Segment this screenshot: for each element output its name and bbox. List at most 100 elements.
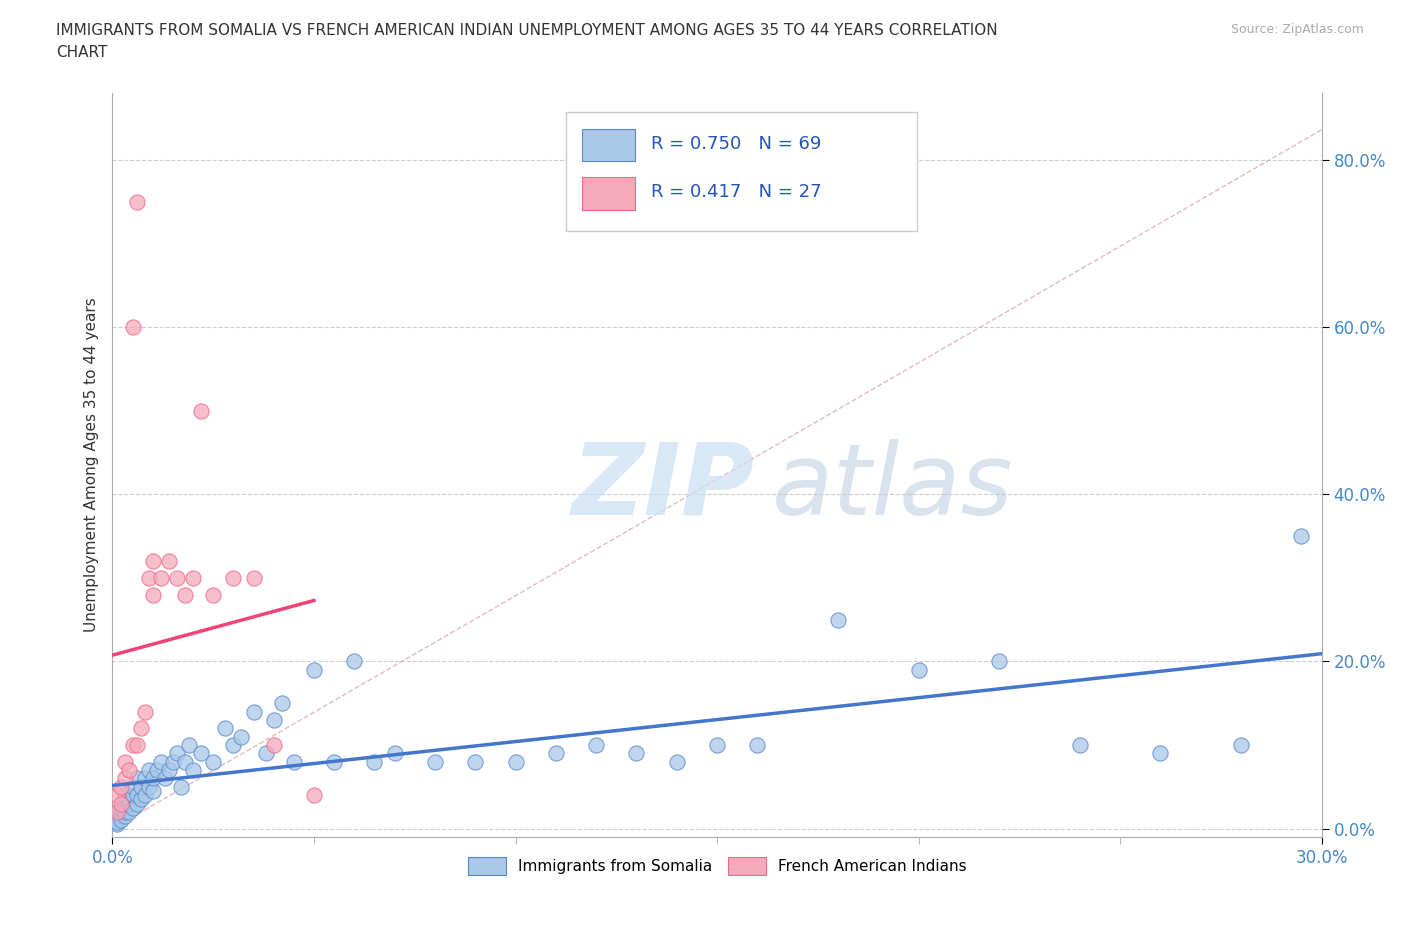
Point xyxy=(110,809,132,824)
Point xyxy=(114,796,136,811)
Text: R = 0.417   N = 27: R = 0.417 N = 27 xyxy=(651,183,821,201)
Point xyxy=(117,796,139,811)
Point xyxy=(105,788,128,803)
Point xyxy=(254,746,277,761)
Text: IMMIGRANTS FROM SOMALIA VS FRENCH AMERICAN INDIAN UNEMPLOYMENT AMONG AGES 35 TO : IMMIGRANTS FROM SOMALIA VS FRENCH AMERIC… xyxy=(56,23,998,38)
Point xyxy=(149,570,172,585)
Point xyxy=(117,792,139,807)
Point xyxy=(302,788,325,803)
Point xyxy=(105,817,128,832)
Point xyxy=(544,746,567,761)
Point xyxy=(827,612,849,627)
Point xyxy=(190,404,212,418)
Point xyxy=(1069,737,1091,752)
Point xyxy=(363,754,385,769)
Point xyxy=(134,788,156,803)
FancyBboxPatch shape xyxy=(565,112,917,231)
Point xyxy=(138,779,160,794)
Point xyxy=(129,721,152,736)
Text: CHART: CHART xyxy=(56,45,108,60)
Point xyxy=(114,771,136,786)
Y-axis label: Unemployment Among Ages 35 to 44 years: Unemployment Among Ages 35 to 44 years xyxy=(83,298,98,632)
Point xyxy=(125,737,148,752)
Text: atlas: atlas xyxy=(772,439,1014,536)
Point xyxy=(384,746,406,761)
Point xyxy=(134,771,156,786)
Point xyxy=(110,813,132,828)
Point xyxy=(105,815,128,830)
Point xyxy=(1149,746,1171,761)
Point xyxy=(121,320,143,335)
Point xyxy=(117,763,139,777)
Text: Source: ZipAtlas.com: Source: ZipAtlas.com xyxy=(1230,23,1364,36)
Point xyxy=(263,712,285,727)
Point xyxy=(110,796,132,811)
Point xyxy=(166,570,188,585)
Point xyxy=(114,788,136,803)
Point xyxy=(202,587,225,602)
Point xyxy=(138,570,160,585)
FancyBboxPatch shape xyxy=(582,177,636,210)
Point xyxy=(142,553,165,568)
Point xyxy=(1230,737,1253,752)
Point xyxy=(149,754,172,769)
Point xyxy=(138,763,160,777)
Point xyxy=(114,754,136,769)
Point xyxy=(190,746,212,761)
Point xyxy=(162,754,184,769)
Point xyxy=(157,763,180,777)
Point xyxy=(121,801,143,816)
Point xyxy=(105,804,128,819)
FancyBboxPatch shape xyxy=(582,128,636,162)
Point xyxy=(129,779,152,794)
Point xyxy=(665,754,688,769)
Point xyxy=(202,754,225,769)
Point xyxy=(114,809,136,824)
Text: ZIP: ZIP xyxy=(572,439,755,536)
Point xyxy=(505,754,527,769)
Point xyxy=(423,754,446,769)
Point xyxy=(988,654,1011,669)
Point xyxy=(323,754,346,769)
Point xyxy=(110,804,132,819)
Point xyxy=(146,763,169,777)
Point xyxy=(706,737,728,752)
Point xyxy=(626,746,648,761)
Point xyxy=(125,796,148,811)
Point xyxy=(270,696,292,711)
Point xyxy=(222,737,245,752)
Point xyxy=(142,587,165,602)
Point xyxy=(242,704,264,719)
Point xyxy=(114,804,136,819)
Point xyxy=(181,570,204,585)
Point xyxy=(222,570,245,585)
Point xyxy=(121,737,143,752)
Point xyxy=(110,779,132,794)
Point xyxy=(121,788,143,803)
Point xyxy=(117,804,139,819)
Legend: Immigrants from Somalia, French American Indians: Immigrants from Somalia, French American… xyxy=(461,851,973,882)
Point xyxy=(263,737,285,752)
Point xyxy=(214,721,236,736)
Point xyxy=(177,737,200,752)
Point xyxy=(302,662,325,677)
Point xyxy=(153,771,176,786)
Point xyxy=(166,746,188,761)
Point xyxy=(110,801,132,816)
Point xyxy=(142,771,165,786)
Point xyxy=(174,587,197,602)
Point xyxy=(157,553,180,568)
Point xyxy=(105,813,128,828)
Point xyxy=(231,729,253,744)
Point xyxy=(585,737,607,752)
Point xyxy=(464,754,486,769)
Point xyxy=(125,771,148,786)
Point xyxy=(283,754,305,769)
Point xyxy=(174,754,197,769)
Point xyxy=(125,788,148,803)
Point xyxy=(170,779,193,794)
Point xyxy=(343,654,366,669)
Point xyxy=(121,779,143,794)
Point xyxy=(129,792,152,807)
Point xyxy=(134,704,156,719)
